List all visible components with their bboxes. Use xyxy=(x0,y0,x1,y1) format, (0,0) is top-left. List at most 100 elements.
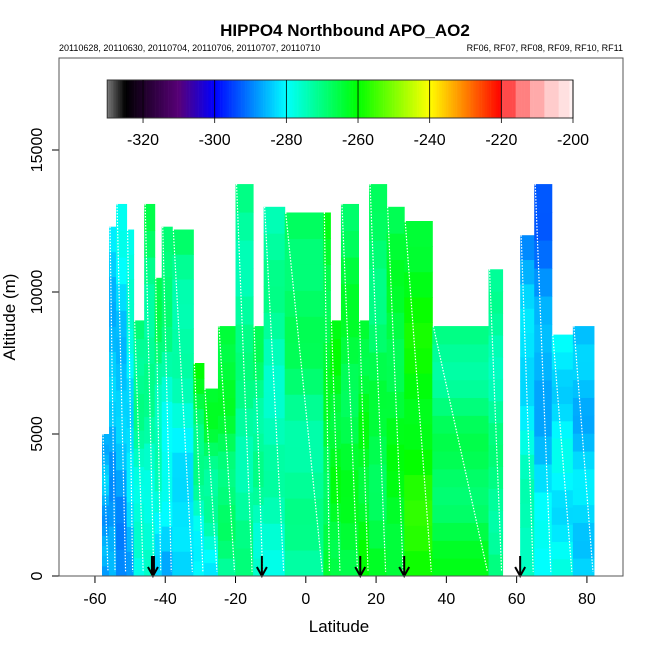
colorbar-cell xyxy=(323,80,327,118)
curtain-cell xyxy=(172,526,194,552)
curtain-cell xyxy=(340,310,360,338)
curtain-cell xyxy=(203,522,219,537)
colorbar-cell xyxy=(395,80,398,118)
curtain-cell xyxy=(253,540,265,559)
curtain-cell xyxy=(116,389,128,418)
curtain-cell xyxy=(101,525,110,536)
colorbar-cell xyxy=(246,80,250,118)
curtain-cell xyxy=(253,468,265,488)
curtain-cell xyxy=(101,535,110,547)
colorbar-cell xyxy=(130,80,133,118)
colorbar-cell xyxy=(381,80,384,118)
curtain-cell xyxy=(404,246,433,273)
curtain-cell xyxy=(263,444,286,472)
colorbar-cell xyxy=(189,80,192,118)
colorbar-cell xyxy=(304,80,307,118)
flight-track xyxy=(387,206,404,572)
curtain-cell xyxy=(323,290,331,317)
curtain-cell xyxy=(109,351,117,377)
flight-track xyxy=(264,206,285,572)
colorbar-cell xyxy=(318,80,321,118)
colorbar-cell xyxy=(216,80,219,118)
colorbar-cell xyxy=(119,80,122,118)
colorbar-cell xyxy=(270,80,273,118)
curtain-cell xyxy=(217,451,237,470)
curtain-cell xyxy=(432,522,490,541)
curtain-cell xyxy=(284,498,324,525)
curtain-cell xyxy=(193,393,205,410)
x-tick-label: -40 xyxy=(154,591,177,608)
curtain-cell xyxy=(404,322,433,349)
colorbar-cell xyxy=(463,80,466,118)
colorbar-cell xyxy=(409,80,413,118)
curtain-cell xyxy=(330,338,342,358)
curtain-cell xyxy=(386,470,405,498)
curtain-cell xyxy=(340,203,360,232)
curtain-cell xyxy=(193,515,205,531)
colorbar-cell xyxy=(107,80,110,118)
colorbar-cell xyxy=(309,80,312,118)
curtain-cell xyxy=(253,522,265,541)
curtain-cell xyxy=(263,206,286,234)
curtain-cell xyxy=(263,417,286,445)
curtain-cell xyxy=(101,515,110,526)
colorbar-cell xyxy=(209,80,212,118)
colorbar-cell xyxy=(377,80,380,118)
curtain-cell xyxy=(161,251,173,278)
curtain-cell xyxy=(572,540,595,559)
curtain-cell xyxy=(133,484,145,504)
curtain-cell xyxy=(358,448,370,467)
curtain-cell xyxy=(161,426,173,452)
colorbar-cell xyxy=(551,80,554,118)
curtain-cell xyxy=(126,328,135,354)
colorbar-cell xyxy=(458,80,461,118)
curtain-cell xyxy=(101,464,110,476)
curtain-cell xyxy=(217,361,237,381)
curtain-cell xyxy=(116,336,128,364)
colorbar-cell xyxy=(444,80,447,118)
curtain-cell xyxy=(203,415,219,430)
colorbar-cell xyxy=(241,80,244,118)
curtain-cell xyxy=(263,365,286,392)
curtain-cell xyxy=(340,283,360,311)
curtain-cell xyxy=(154,512,163,534)
curtain-column xyxy=(386,206,405,577)
curtain-cell xyxy=(193,499,205,516)
curtain-cell xyxy=(126,303,135,330)
colorbar-cell xyxy=(461,80,465,118)
colorbar-cell xyxy=(488,80,491,118)
curtain-cell xyxy=(534,492,553,521)
colorbar-cell xyxy=(236,80,239,118)
colorbar-cell xyxy=(202,80,205,118)
curtain-cell xyxy=(235,268,254,297)
curtain-cell xyxy=(488,444,504,467)
curtain-cell xyxy=(109,526,117,552)
colorbar-cell xyxy=(214,80,217,118)
curtain-cell xyxy=(217,540,237,559)
curtain-cell xyxy=(263,549,286,577)
curtain-cell xyxy=(144,336,156,364)
curtain-cell xyxy=(488,510,504,533)
colorbar-cell xyxy=(506,80,509,118)
colorbar-cell xyxy=(320,80,323,118)
curtain-cell xyxy=(235,352,254,381)
curtain-cell xyxy=(133,411,145,431)
curtain-cell xyxy=(203,549,219,564)
curtain-cell xyxy=(203,428,219,443)
curtain-cell xyxy=(116,363,128,391)
curtain-cell xyxy=(126,402,135,429)
curtain-cell xyxy=(284,212,324,239)
colorbar-cell xyxy=(186,80,189,118)
curtain-cell xyxy=(116,549,128,577)
curtain-cell xyxy=(323,420,331,447)
curtain-cell xyxy=(404,398,433,425)
curtain-cell xyxy=(340,363,360,391)
curtain-column xyxy=(534,184,553,577)
x-tick-label: 20 xyxy=(367,591,385,608)
colorbar-cell xyxy=(332,80,336,118)
curtain-cell xyxy=(369,408,388,437)
curtain-cell xyxy=(534,436,553,465)
curtain-cell xyxy=(193,363,205,379)
colorbar-cell xyxy=(123,80,126,118)
flight-track xyxy=(126,229,134,572)
